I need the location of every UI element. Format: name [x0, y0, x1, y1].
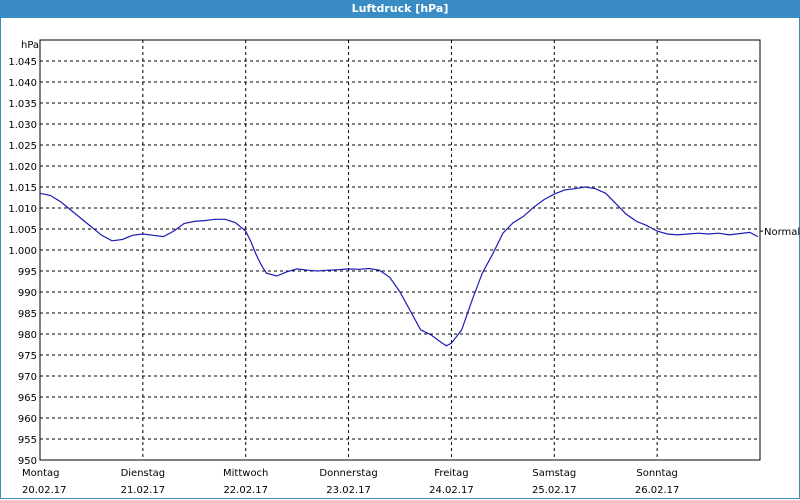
x-tick-date: 21.02.17 [121, 485, 166, 496]
y-tick-label: 955 [18, 435, 37, 446]
y-tick-label: 1.010 [8, 204, 37, 215]
y-tick-label: 1.020 [8, 162, 37, 173]
y-axis-unit: hPa [21, 40, 39, 51]
y-tick-label: 970 [18, 372, 37, 383]
y-tick-label: 985 [18, 309, 37, 320]
x-tick-day: Donnerstag [319, 468, 377, 479]
y-tick-label: 965 [18, 393, 37, 404]
y-tick-label: 1.040 [8, 78, 37, 89]
y-tick-label: 1.015 [8, 183, 37, 194]
reference-line-label: Normal [764, 227, 800, 238]
x-tick-date: 24.02.17 [429, 485, 474, 496]
y-tick-label: 980 [18, 330, 37, 341]
x-tick-day: Mittwoch [223, 468, 268, 479]
y-tick-label: 995 [18, 267, 37, 278]
x-tick-day: Dienstag [121, 468, 166, 479]
y-tick-label: 990 [18, 288, 37, 299]
x-tick-day: Montag [22, 468, 59, 479]
x-tick-date: 25.02.17 [532, 485, 577, 496]
y-tick-label: 960 [18, 414, 37, 425]
y-axis-labels: 950 955 960 965 970 975 980 985 990 995 1.000 1.005… [8, 57, 37, 467]
x-tick-day: Samstag [532, 468, 576, 479]
x-axis-labels: Montag 20.02.17 Dienstag 21.02.17 Mittwoch 22… [22, 468, 679, 496]
grid-lines [40, 40, 763, 460]
y-tick-label: 1.000 [8, 246, 37, 257]
y-tick-label: 1.005 [8, 225, 37, 236]
plot-area [39, 39, 761, 461]
x-tick-date: 23.02.17 [326, 485, 371, 496]
x-tick-day: Freitag [434, 468, 468, 479]
y-tick-label: 1.030 [8, 120, 37, 131]
y-tick-label: 1.035 [8, 99, 37, 110]
x-tick-day: Sonntag [636, 468, 678, 479]
y-tick-label: 950 [18, 456, 37, 467]
y-tick-label: 1.045 [8, 57, 37, 68]
y-tick-label: 1.025 [8, 141, 37, 152]
chart-title: Luftdruck [hPa] [0, 0, 800, 18]
x-tick-date: 20.02.17 [22, 485, 67, 496]
x-tick-date: 26.02.17 [635, 485, 680, 496]
y-tick-label: 975 [18, 351, 37, 362]
x-tick-date: 22.02.17 [223, 485, 268, 496]
series-line-pressure [39, 186, 759, 347]
